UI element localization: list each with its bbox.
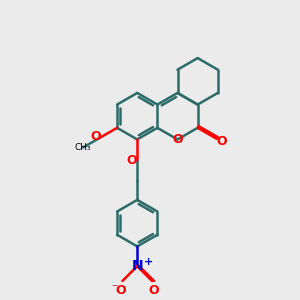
Text: O: O: [126, 154, 137, 167]
Text: O: O: [116, 284, 126, 297]
Text: N: N: [131, 259, 143, 273]
Text: ⁻: ⁻: [112, 283, 118, 293]
Text: O: O: [148, 284, 159, 297]
Text: O: O: [216, 135, 226, 148]
Text: +: +: [143, 257, 153, 267]
Text: CH₃: CH₃: [75, 143, 91, 152]
Text: O: O: [90, 130, 101, 143]
Text: O: O: [172, 133, 183, 146]
